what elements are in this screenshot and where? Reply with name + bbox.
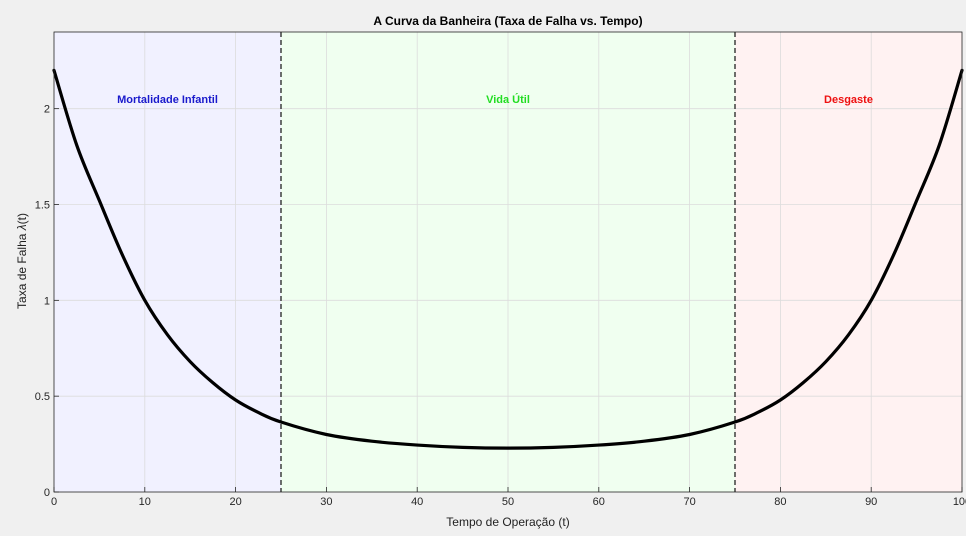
region-labels: Mortalidade Infantil Vida Útil Desgaste — [117, 93, 873, 106]
x-tick-label-7: 70 — [683, 496, 695, 508]
y-tick-label-4: 2 — [44, 104, 50, 116]
region-label-3: Desgaste — [824, 94, 873, 106]
x-tick-label-6: 60 — [593, 496, 605, 508]
y-tick-label-0: 0 — [44, 487, 50, 499]
series-line-1 — [52, 68, 964, 450]
x-tick-label-0: 0 — [51, 496, 57, 508]
x-axis-label: Tempo de Operação (t) — [446, 515, 569, 529]
y-tick-label-1: 0.5 — [35, 391, 50, 403]
grid — [54, 32, 962, 492]
x-tick-label-9: 90 — [865, 496, 877, 508]
x-tick-label-8: 80 — [774, 496, 786, 508]
ticks: 0 10 20 30 40 50 60 70 80 90 100 0 0.5 1 1.5 2 — [35, 104, 966, 508]
y-axis-label: Taxa de Falha λ(t) — [15, 213, 29, 309]
chart-title: A Curva da Banheira (Taxa de Falha vs. T… — [373, 14, 642, 28]
y-tick-label-3: 1.5 — [35, 200, 50, 212]
x-tick-label-1: 10 — [139, 496, 151, 508]
x-tick-label-10: 100 — [953, 496, 966, 508]
series — [52, 68, 964, 450]
y-axis-label-prefix: Taxa de Falha — [15, 230, 29, 309]
x-tick-label-2: 20 — [229, 496, 241, 508]
x-tick-label-4: 40 — [411, 496, 423, 508]
x-tick-label-5: 50 — [502, 496, 514, 508]
region-boundaries — [280, 32, 736, 492]
y-axis-label-suffix: (t) — [15, 213, 29, 224]
x-tick-label-3: 30 — [320, 496, 332, 508]
region-label-1: Mortalidade Infantil — [117, 94, 218, 106]
y-axis-label-symbol: λ — [15, 224, 29, 231]
y-tick-label-2: 1 — [44, 295, 50, 307]
region-label-2: Vida Útil — [486, 93, 530, 106]
